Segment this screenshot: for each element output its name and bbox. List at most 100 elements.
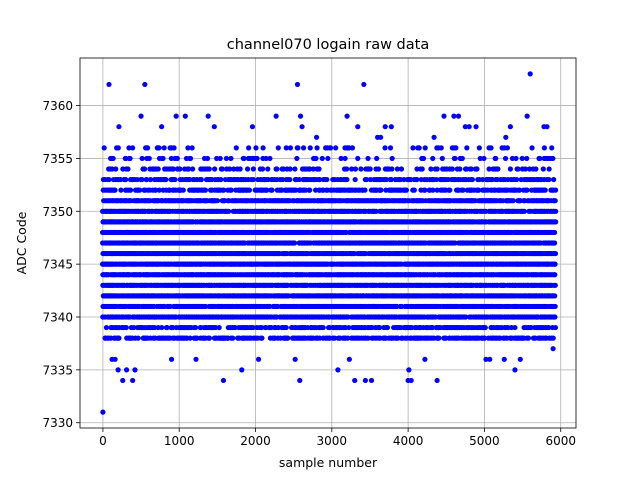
data-point [355,155,361,162]
data-point [258,324,265,331]
data-point [283,324,289,331]
data-point [205,113,211,119]
data-point [378,134,384,140]
data-point [344,113,350,119]
data-point [163,176,169,183]
data-point [287,145,294,151]
data-point [198,176,204,183]
data-point [116,124,122,130]
data-point [131,324,137,331]
data-point [297,377,303,384]
data-point [123,324,129,331]
data-point [292,166,298,172]
data-point [103,324,110,331]
data-point [216,324,222,331]
data-point [524,113,530,119]
data-point [192,324,199,331]
data-point [206,335,213,341]
data-point [206,166,212,172]
data-point [259,166,266,172]
data-point [155,166,161,172]
data-point [342,155,348,162]
data-point [378,187,384,193]
data-point [144,176,150,183]
data-point [221,187,227,193]
data-point [476,145,482,151]
data-point [482,324,488,331]
data-point [129,145,136,151]
data-point [352,377,358,384]
data-point [112,187,118,193]
data-point [194,335,200,341]
data-point [226,208,232,214]
data-point [273,113,279,119]
data-point [100,409,106,415]
data-point [313,134,320,140]
data-point [324,176,330,183]
data-point [135,335,141,341]
data-point [214,198,221,204]
data-point [171,145,177,151]
data-point [127,187,134,193]
chart-title: channel070 logain raw data [227,37,429,53]
data-point [368,377,375,384]
data-point [358,166,364,172]
data-point [422,145,428,151]
data-point [237,166,243,172]
data-point [228,155,234,162]
data-point [156,145,162,151]
data-point [483,356,489,362]
data-point [113,166,119,172]
data-point [544,124,550,130]
data-point [550,346,556,352]
data-point [161,145,167,151]
data-point [202,187,209,193]
data-point [292,356,298,362]
data-point [313,155,319,162]
data-point [300,145,307,151]
data-point [106,81,112,88]
data-point [220,377,227,384]
data-point [362,377,368,384]
data-point [138,113,144,119]
data-point [403,187,409,193]
data-point [307,145,313,151]
data-point [218,176,224,183]
data-point [449,166,455,172]
data-point [406,367,412,373]
data-point [232,324,238,331]
data-point [453,145,459,151]
data-point [127,155,133,162]
data-point [382,145,388,151]
data-point [118,187,124,193]
data-point [151,324,157,331]
data-point [375,166,382,172]
data-point [398,166,405,172]
data-point [333,145,339,151]
data-point [316,166,322,172]
data-point [142,81,148,88]
data-point [481,155,487,162]
data-point [361,81,367,88]
data-point [335,367,341,373]
data-point [507,124,513,130]
data-point [325,155,331,162]
data-point [285,335,291,341]
data-point [469,176,475,183]
data-point [120,377,126,384]
data-point [246,145,252,151]
data-point [244,166,251,172]
data-point [160,155,166,162]
data-point [174,155,180,162]
data-point [123,176,129,183]
data-point [159,124,165,130]
data-point [319,155,325,162]
data-point [441,113,447,119]
data-point [101,145,107,151]
data-point [126,145,132,151]
data-point [374,155,380,162]
data-point [147,176,154,183]
data-point [211,124,217,130]
data-point [204,155,211,162]
